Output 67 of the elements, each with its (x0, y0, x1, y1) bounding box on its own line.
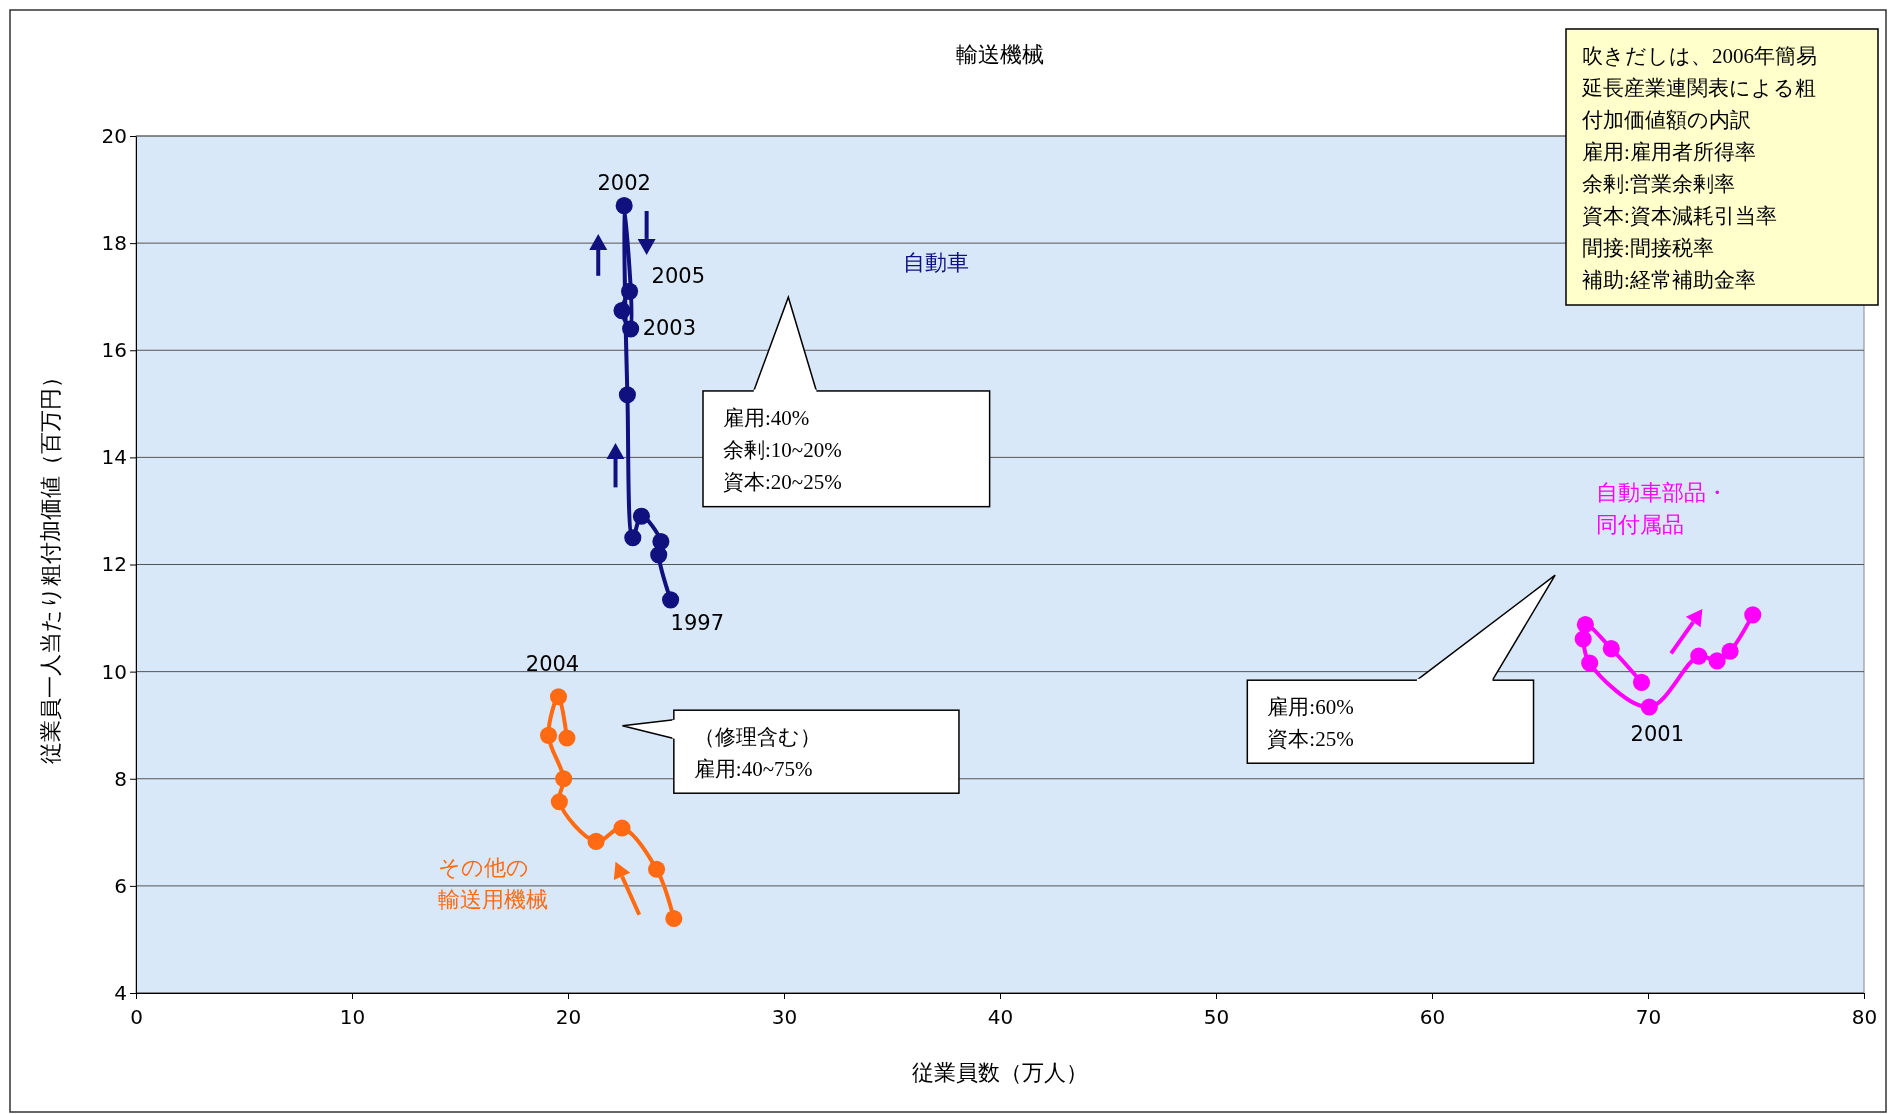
point (1574, 630, 1592, 648)
point (1690, 647, 1708, 665)
point (618, 386, 636, 404)
annotation: 2002 (597, 170, 651, 195)
y-tick-label: 20 (101, 123, 127, 148)
point (613, 302, 631, 320)
text: 吹きだしは、2006年簡易延長産業連関表による粗付加価値額の内訳 (1582, 44, 1817, 132)
point (1708, 652, 1726, 670)
annotation: 雇用:40% 余剰:10~20% 資本:20~25% (723, 405, 842, 494)
point (613, 819, 631, 837)
point (1581, 654, 1599, 672)
annotation: 2005 (651, 264, 706, 289)
y-tick-label: 6 (114, 873, 127, 898)
text: 自動車部品・同付属品 (1596, 480, 1729, 538)
y-tick-label: 4 (114, 980, 127, 1005)
point (558, 729, 576, 747)
x-tick-label: 60 (1419, 1005, 1446, 1029)
point (549, 688, 568, 706)
point (622, 320, 640, 338)
y-tick-label: 18 (101, 231, 127, 256)
annotation: 2004 (525, 651, 580, 676)
point (662, 591, 680, 609)
annotation: 資本:資本減耗引当率 (1582, 204, 1777, 228)
point (632, 507, 650, 525)
x-tick-label: 20 (555, 1005, 582, 1029)
point (1640, 698, 1658, 716)
chart-title: 輸送機械 (956, 42, 1044, 67)
point (555, 770, 573, 788)
annotation: （修理含む）雇用:40~75% (693, 725, 821, 782)
annotation: 雇用:雇用者所得率 (1582, 140, 1756, 164)
annotation: 補助:経常補助金率 (1582, 268, 1756, 292)
annotation: 余剰:営業余剰率 (1582, 172, 1735, 196)
y-tick-label: 10 (101, 659, 127, 684)
point (1632, 673, 1651, 691)
y-tick-label: 14 (101, 445, 127, 470)
annotation: 2001 (1630, 721, 1685, 746)
y-tick-label: 16 (101, 338, 127, 363)
point (550, 793, 568, 811)
x-tick-label: 70 (1635, 1005, 1662, 1029)
x-tick-label: 10 (339, 1005, 366, 1029)
annotation: 間接:間接税率 (1582, 236, 1714, 260)
annotation: 1997 (670, 610, 725, 635)
point (621, 282, 639, 300)
point (648, 860, 666, 878)
point (652, 532, 670, 551)
point (1576, 615, 1594, 634)
x-tick-label: 40 (987, 1005, 1014, 1029)
annotation: 2003 (642, 315, 697, 340)
y-axis-title: 従業員一人当たり粗付加価値（百万円） (38, 365, 63, 764)
annotation: 雇用:60% 資本:25% (1267, 695, 1354, 752)
x-tick-label: 80 (1851, 1005, 1878, 1029)
text: 自動車 (902, 249, 969, 275)
x-axis-title: 従業員数（万人） (912, 1060, 1088, 1085)
series-label: その他の輸送用機械 (438, 855, 549, 913)
x-tick-label: 50 (1203, 1005, 1230, 1029)
point (1721, 642, 1739, 660)
point (615, 197, 633, 215)
y-tick-label: 12 (101, 552, 127, 577)
point (587, 832, 605, 850)
point (1602, 640, 1620, 658)
point (540, 726, 558, 744)
x-tick-label: 30 (771, 1005, 798, 1029)
point (624, 529, 642, 547)
x-tick-label: 0 (130, 1005, 143, 1029)
point (665, 910, 683, 928)
y-tick-label: 8 (114, 766, 127, 791)
point (1744, 606, 1762, 624)
